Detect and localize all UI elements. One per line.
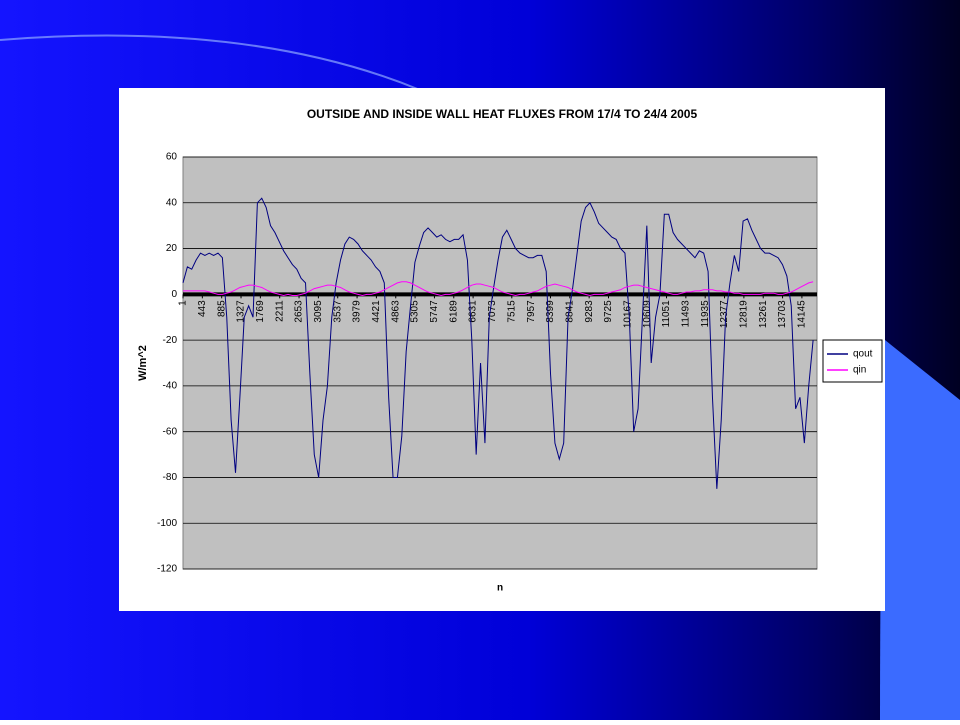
- y-tick-label: -120: [157, 564, 177, 575]
- x-tick-label: 10609: [642, 300, 653, 328]
- x-tick-label: 885: [216, 300, 227, 317]
- x-tick-label: 2211: [274, 300, 285, 322]
- legend: qout qin: [822, 339, 883, 383]
- y-tick-label: -80: [163, 472, 178, 483]
- x-tick-label: 4863: [390, 300, 401, 323]
- plot-area: [182, 156, 818, 570]
- x-tick-label: 1: [178, 300, 189, 306]
- x-tick-label: 8399: [545, 300, 556, 323]
- x-tick-label: 5747: [429, 300, 440, 323]
- x-tick-label: 10167: [622, 300, 633, 328]
- y-tick-label: -20: [163, 335, 178, 346]
- legend-label: qout: [853, 349, 873, 360]
- x-tick-label: 3537: [332, 300, 343, 323]
- x-tick-label: 9283: [584, 300, 595, 323]
- chart-title: OUTSIDE AND INSIDE WALL HEAT FLUXES FROM…: [307, 107, 698, 121]
- x-tick-label: 13703: [777, 300, 788, 328]
- x-tick-label: 5305: [410, 300, 421, 323]
- x-tick-label: 6631: [468, 300, 479, 323]
- x-tick-label: 7515: [506, 300, 517, 323]
- y-tick-label: 0: [171, 289, 177, 300]
- y-tick-label: 20: [166, 243, 178, 254]
- y-tick-label: -60: [163, 426, 178, 437]
- y-tick-label: -100: [157, 518, 177, 529]
- x-tick-label: 7073: [487, 300, 498, 323]
- x-tick-label: 3979: [352, 300, 363, 323]
- legend-box: [822, 339, 883, 383]
- x-tick-label: 13261: [758, 300, 769, 328]
- x-tick-label: 3095: [313, 300, 324, 323]
- y-tick-label: 40: [166, 197, 178, 208]
- x-tick-label: 8841: [564, 300, 575, 323]
- y-axis-label: W/m^2: [137, 345, 149, 381]
- decor-shape: [880, 340, 960, 720]
- x-tick-label: 1327: [236, 300, 247, 323]
- y-tick-label: -40: [163, 381, 178, 392]
- legend-label: qin: [853, 365, 866, 376]
- x-tick-label: 12819: [739, 300, 750, 328]
- x-tick-label: 1769: [255, 300, 266, 323]
- x-tick-label: 11493: [680, 300, 691, 328]
- x-tick-label: 9725: [603, 300, 614, 323]
- x-tick-label: 14145: [797, 300, 808, 328]
- x-tick-label: 4421: [371, 300, 382, 323]
- x-tick-label: 6189: [448, 300, 459, 323]
- x-tick-label: 11051: [661, 300, 672, 328]
- decor-arc: [0, 34, 421, 91]
- x-axis-label: n: [497, 583, 503, 594]
- x-tick-label: 7957: [526, 300, 537, 323]
- series-line: [183, 281, 814, 296]
- x-tick-label: 443: [197, 300, 208, 317]
- y-tick-label: 60: [166, 152, 178, 163]
- x-tick-label: 11935: [700, 300, 711, 328]
- series-line: [182, 197, 814, 489]
- x-tick-label: 2653: [294, 300, 305, 323]
- x-tick-label: 12377: [719, 300, 730, 328]
